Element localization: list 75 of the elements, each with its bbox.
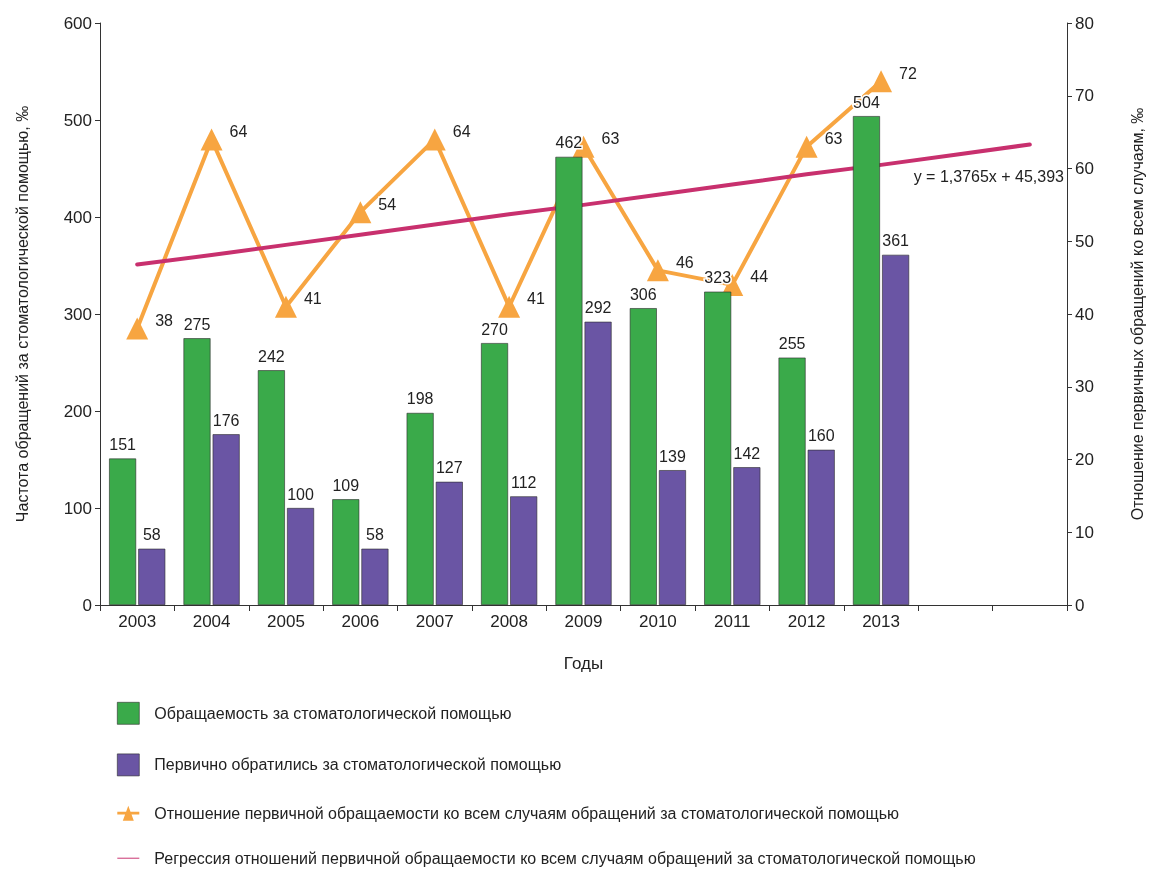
x-tick-label: 2006 xyxy=(341,612,380,631)
data-label: 63 xyxy=(601,130,620,148)
point xyxy=(349,201,372,224)
data-label: 58 xyxy=(366,526,384,544)
y2-tick-label: 60 xyxy=(1075,159,1094,178)
data-label: 142 xyxy=(733,444,761,462)
legend-label: Регрессия отношений первичной обращаемости ко всем случаям обращений за стоматологической помощью xyxy=(154,849,976,867)
data-label: 292 xyxy=(584,299,612,317)
y2-tick-label: 40 xyxy=(1075,304,1094,324)
y2-tick-label: 70 xyxy=(1075,86,1094,106)
x-tick-label: 2005 xyxy=(267,612,305,631)
x-tick-label: 2008 xyxy=(490,612,529,631)
x-tick-label: 2011 xyxy=(713,612,751,631)
point xyxy=(870,70,893,93)
y-tick-label: 300 xyxy=(63,304,92,324)
y2-axis-title: Отношение первичных обращений ко всем случаям, ‰ xyxy=(1128,107,1146,521)
legend-label: Отношение первичной обращаемости ко всем случаям обращений за стоматологической помощью xyxy=(154,804,900,822)
data-label: 112 xyxy=(510,473,537,491)
data-label: 139 xyxy=(659,447,686,465)
y-tick-label: 500 xyxy=(63,110,92,130)
y-tick-label: 0 xyxy=(82,595,92,615)
y2-tick-label: 80 xyxy=(1075,13,1094,33)
data-label: 44 xyxy=(750,268,769,286)
data-label: 64 xyxy=(229,122,248,140)
x-tick-label: 2004 xyxy=(192,612,231,631)
data-label: 63 xyxy=(824,130,843,148)
point xyxy=(274,295,297,318)
data-label: 127 xyxy=(435,459,463,477)
data-label: 306 xyxy=(629,285,657,303)
annotation: y = 1,3765x + 45,393 xyxy=(913,167,1065,185)
x-tick-label: 2003 xyxy=(118,612,157,631)
data-label: 54 xyxy=(378,195,397,213)
point xyxy=(498,295,521,318)
legend-label: Обращаемость за стоматологической помощью xyxy=(154,704,512,722)
data-label: 38 xyxy=(155,312,174,330)
data-label: 151 xyxy=(109,436,137,454)
y-tick-label: 600 xyxy=(63,13,92,33)
data-label: 270 xyxy=(481,320,508,338)
data-label: 41 xyxy=(527,290,546,308)
data-label: 275 xyxy=(183,315,211,333)
y-tick-label: 400 xyxy=(63,207,92,227)
y2-tick-label: 50 xyxy=(1075,231,1094,251)
data-label: 58 xyxy=(142,526,161,544)
y2-tick-label: 20 xyxy=(1075,450,1094,469)
data-label: 462 xyxy=(555,134,583,152)
y2-tick-label: 0 xyxy=(1075,595,1085,615)
data-label: 46 xyxy=(675,253,694,271)
x-tick-label: 2010 xyxy=(638,612,677,631)
data-label: 100 xyxy=(287,485,314,503)
data-label: 176 xyxy=(212,411,240,429)
point xyxy=(200,128,223,151)
data-label: 109 xyxy=(332,476,360,494)
data-label: 72 xyxy=(899,64,917,82)
y-tick-label: 200 xyxy=(63,401,92,421)
data-label: 255 xyxy=(778,335,806,353)
point xyxy=(423,128,446,151)
data-label: 198 xyxy=(406,390,434,408)
point xyxy=(795,135,818,158)
data-label: 41 xyxy=(303,290,322,308)
y2-tick-label: 10 xyxy=(1075,522,1094,542)
data-label: 64 xyxy=(452,122,471,140)
y-tick-label: 100 xyxy=(63,498,92,518)
x-tick-label: 2007 xyxy=(415,612,454,631)
x-tick-label: 2013 xyxy=(862,612,900,631)
y-axis-title: Частота обращений за стоматологической помощью, ‰ xyxy=(13,105,31,523)
point xyxy=(126,317,149,340)
point xyxy=(646,259,669,282)
x-tick-label: 2012 xyxy=(787,612,826,631)
y2-tick-label: 30 xyxy=(1075,377,1094,397)
data-label: 242 xyxy=(258,347,285,365)
legend-label: Первично обратились за стоматологической помощью xyxy=(154,756,562,774)
x-tick-label: 2009 xyxy=(564,612,603,631)
data-label: 160 xyxy=(807,427,835,445)
data-label: 361 xyxy=(882,232,910,250)
x-axis-title: Годы xyxy=(563,654,604,673)
